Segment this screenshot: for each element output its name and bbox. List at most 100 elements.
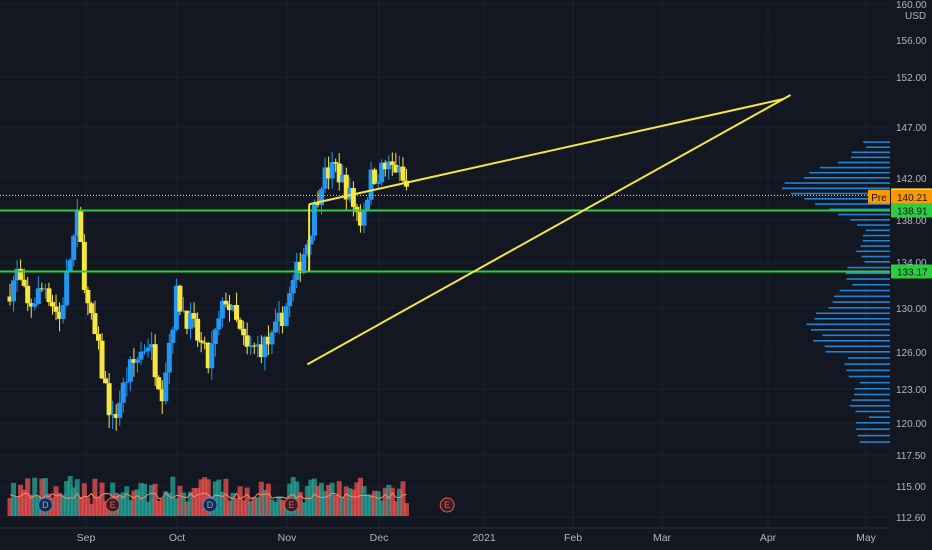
candle-body	[110, 413, 116, 416]
volume-profile-row	[839, 289, 890, 292]
x-tick-label: May	[856, 532, 877, 544]
volume-bar	[39, 478, 45, 516]
volume-bar	[184, 501, 190, 516]
earnings-marker	[283, 497, 299, 513]
volume-bar	[159, 498, 165, 516]
candle-body	[103, 378, 109, 384]
candle-body	[99, 340, 105, 379]
volume-profile-row	[791, 192, 890, 195]
volume-profile-row	[814, 318, 890, 320]
candle-body	[74, 210, 80, 236]
volume-profile-row	[824, 345, 890, 348]
volume-bar	[354, 482, 360, 516]
x-tick-label: Nov	[278, 532, 297, 544]
candles	[7, 152, 409, 431]
volume-profile-row	[862, 240, 890, 242]
volume-profile-row	[851, 151, 890, 154]
volume-bar	[53, 486, 59, 516]
volume-bar	[396, 488, 402, 516]
volume-bar	[21, 489, 27, 516]
volume-profile	[782, 141, 890, 443]
volume-bar	[386, 484, 392, 516]
volume-bar	[322, 491, 328, 516]
candle-body	[350, 187, 356, 207]
upper-trendline	[308, 98, 784, 206]
volume-moving-average	[9, 492, 407, 500]
volume-profile-row	[850, 219, 890, 221]
candle-body	[340, 174, 346, 183]
candle-body	[71, 235, 77, 260]
volume-profile-row	[804, 198, 890, 200]
volume-profile-row	[825, 351, 890, 353]
volume-bar	[255, 497, 261, 516]
volume-bar	[258, 481, 264, 516]
candle-body	[276, 312, 282, 322]
candle-body	[42, 288, 48, 290]
time-axis[interactable]: Sep Oct Nov Dec 2021 Feb Mar Apr May	[77, 532, 877, 544]
volume-profile-row	[863, 141, 890, 143]
volume-profile-row	[864, 261, 890, 263]
candle-body	[379, 162, 385, 183]
candle-body	[216, 318, 222, 330]
dividend-marker	[202, 497, 218, 513]
volume-bar	[124, 486, 130, 516]
price-badge-value: 138.91	[897, 206, 928, 217]
candle-body	[166, 342, 172, 373]
candle-body	[251, 345, 257, 347]
volume-bar	[269, 499, 275, 516]
y-tick-label: 142.00	[896, 174, 927, 185]
candle-body	[361, 210, 367, 226]
volume-bar	[166, 492, 172, 516]
wedge-trendlines	[306, 94, 792, 366]
candle-body	[265, 336, 271, 345]
volume-bar	[248, 501, 254, 516]
volume-profile-row	[856, 428, 890, 430]
candle-body	[120, 382, 126, 403]
candle-body	[64, 270, 70, 306]
candle-body	[311, 203, 317, 236]
volume-profile-row	[851, 399, 890, 401]
volume-bar	[336, 481, 342, 516]
y-tick-label: 120.00	[896, 419, 927, 430]
candle-body	[248, 345, 254, 347]
volume-profile-row	[838, 213, 890, 216]
volume-bar	[319, 482, 325, 516]
y-tick-label: 117.50	[896, 451, 926, 462]
volume-bar	[96, 496, 101, 516]
volume-profile-row	[855, 410, 890, 413]
candle-body	[131, 359, 137, 363]
volume-bar	[81, 483, 87, 516]
candle-body	[308, 235, 314, 245]
y-tick-label: 126.00	[896, 348, 927, 359]
candle-body	[393, 165, 399, 173]
candle-body	[152, 344, 158, 378]
candle-body	[375, 182, 381, 185]
price-axis[interactable]: 160.00 156.00 152.00 147.00 142.00 138.00 134.…	[896, 0, 927, 524]
candle-body	[273, 321, 278, 333]
candle-body	[226, 304, 232, 311]
volume-profile-row	[822, 334, 890, 337]
candle-body	[262, 336, 268, 358]
volume-bar	[145, 501, 151, 516]
candle-body	[319, 188, 325, 206]
volume-profile-row	[848, 375, 890, 378]
volume-profile-row	[865, 229, 890, 232]
candle-body	[106, 383, 112, 416]
candle-body	[304, 244, 310, 255]
volume-bar	[14, 497, 20, 516]
candle-body	[180, 310, 186, 312]
candle-body	[117, 402, 123, 418]
candle-body	[336, 163, 342, 183]
event-marker-label: D	[207, 500, 214, 510]
candle-body	[32, 303, 38, 307]
candle-body	[85, 289, 91, 304]
volume-profile-row	[806, 323, 890, 326]
volume-bar	[333, 494, 339, 516]
volume-bar	[276, 496, 282, 516]
candle-body	[219, 300, 225, 319]
x-tick-label: 2021	[472, 532, 496, 544]
y-tick-label: 130.00	[896, 304, 927, 315]
candle-body	[223, 300, 229, 305]
